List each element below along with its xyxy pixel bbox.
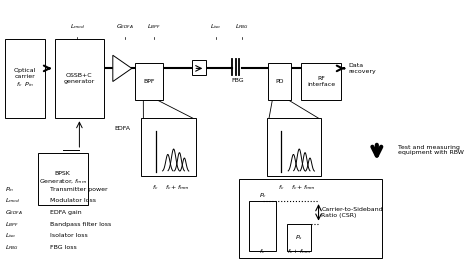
- Text: $P_{in}$: $P_{in}$: [5, 185, 14, 194]
- Text: $L_{iso}$: $L_{iso}$: [5, 231, 16, 240]
- Polygon shape: [113, 55, 132, 82]
- Text: $L_{mod}$: $L_{mod}$: [70, 22, 85, 31]
- Text: BPF: BPF: [143, 79, 155, 84]
- FancyBboxPatch shape: [141, 118, 195, 176]
- FancyBboxPatch shape: [135, 63, 163, 100]
- FancyBboxPatch shape: [268, 63, 291, 100]
- Text: $f_c+f_{mm}$: $f_c+f_{mm}$: [165, 183, 190, 192]
- FancyBboxPatch shape: [249, 201, 276, 251]
- Text: Optical
carrier
$f_c$  $P_{in}$: Optical carrier $f_c$ $P_{in}$: [14, 68, 36, 89]
- Text: Bandpass filter loss: Bandpass filter loss: [50, 221, 111, 227]
- Text: $f_c$: $f_c$: [153, 183, 159, 192]
- FancyBboxPatch shape: [55, 39, 104, 118]
- Text: RF
interface: RF interface: [307, 76, 335, 87]
- FancyBboxPatch shape: [38, 153, 88, 205]
- Text: $L_{BPF}$: $L_{BPF}$: [5, 220, 18, 229]
- Text: $f_c$: $f_c$: [278, 183, 284, 192]
- Text: $f_c$: $f_c$: [259, 247, 266, 256]
- Text: Data
recovery: Data recovery: [348, 63, 376, 74]
- Text: $L_{mod}$: $L_{mod}$: [5, 196, 20, 205]
- Text: OSSB+C
generator: OSSB+C generator: [64, 73, 95, 84]
- FancyBboxPatch shape: [192, 60, 206, 75]
- FancyBboxPatch shape: [239, 179, 382, 258]
- Text: FBG loss: FBG loss: [50, 245, 76, 250]
- Text: PD: PD: [275, 79, 283, 84]
- Text: $G_{EDFA}$: $G_{EDFA}$: [5, 208, 23, 217]
- Text: $f_c+f_{mm}$: $f_c+f_{mm}$: [291, 183, 316, 192]
- Text: FBG: FBG: [231, 78, 244, 83]
- FancyBboxPatch shape: [287, 224, 311, 251]
- Text: EDFA gain: EDFA gain: [50, 210, 82, 215]
- Text: Transmitter power: Transmitter power: [50, 187, 108, 192]
- Text: $L_{BPF}$: $L_{BPF}$: [147, 22, 161, 31]
- FancyBboxPatch shape: [5, 39, 45, 118]
- Text: EDFA: EDFA: [114, 126, 130, 131]
- Text: Test and measuring
equipment with RBW: Test and measuring equipment with RBW: [398, 144, 464, 155]
- FancyBboxPatch shape: [266, 118, 321, 176]
- Text: $P_c$: $P_c$: [258, 191, 267, 200]
- Text: BPSK
Generator, $f_{mm}$: BPSK Generator, $f_{mm}$: [39, 171, 87, 186]
- Text: Carrier-to-Sideband
Ratio (CSR): Carrier-to-Sideband Ratio (CSR): [321, 207, 383, 218]
- Text: Isolator loss: Isolator loss: [50, 233, 88, 238]
- Text: $P_s$: $P_s$: [295, 233, 303, 242]
- Text: $L_{FBG}$: $L_{FBG}$: [5, 243, 19, 252]
- Text: $f_c+f_{mm}$: $f_c+f_{mm}$: [287, 247, 311, 256]
- Text: Modulator loss: Modulator loss: [50, 198, 96, 204]
- Text: $L_{iso}$: $L_{iso}$: [210, 22, 221, 31]
- Text: $L_{FBG}$: $L_{FBG}$: [235, 22, 249, 31]
- FancyBboxPatch shape: [301, 63, 341, 100]
- Text: $G_{EDFA}$: $G_{EDFA}$: [116, 22, 134, 31]
